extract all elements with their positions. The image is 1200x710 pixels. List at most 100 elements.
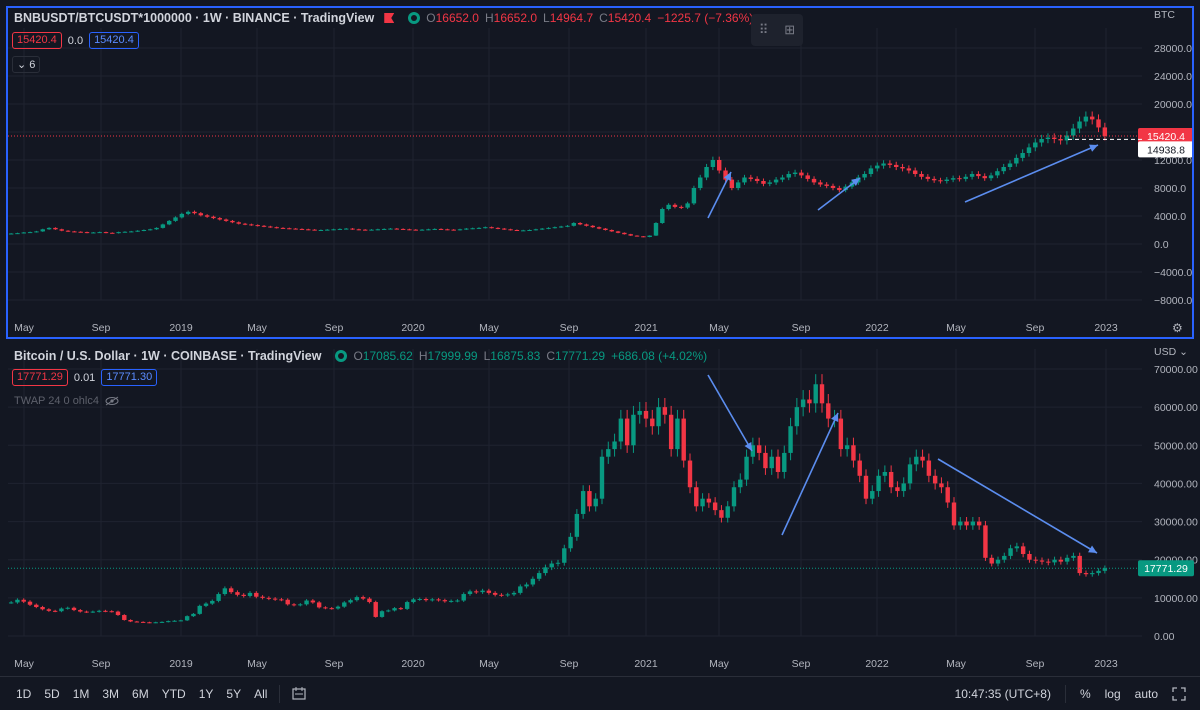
- timeframe-5y[interactable]: 5Y: [226, 686, 242, 701]
- time-axis-label: Sep: [792, 658, 811, 670]
- hidden-eye-icon[interactable]: [105, 396, 119, 406]
- auto-scale-toggle[interactable]: auto: [1134, 686, 1158, 701]
- candle-body: [780, 177, 785, 180]
- top-chart-pane[interactable]: 28000.024000.020000.016000.012000.08000.…: [0, 0, 1200, 340]
- candle-body: [750, 445, 756, 457]
- timeframe-1d[interactable]: 1D: [16, 686, 32, 701]
- candle-body: [679, 206, 684, 208]
- clock-timezone[interactable]: 10:47:35 (UTC+8): [954, 686, 1051, 701]
- candle-body: [78, 231, 83, 233]
- time-axis-label: May: [946, 658, 967, 670]
- bottom-chart-canvas[interactable]: 70000.00 60000.00 50000.00 40000.00 30000.00…: [0, 341, 1200, 675]
- candle-body: [599, 456, 605, 499]
- price-axis-label: 24000.0: [1154, 71, 1192, 83]
- candle-body: [634, 235, 640, 237]
- candle-body: [995, 171, 1000, 176]
- top-buy-price[interactable]: 15420.4: [89, 32, 139, 49]
- market-status-icon[interactable]: [335, 350, 348, 362]
- candle-body: [894, 164, 899, 167]
- candle-body: [1039, 139, 1044, 143]
- top-sell-price[interactable]: 15420.4: [12, 32, 62, 49]
- candle-body: [486, 590, 492, 593]
- market-status-icon[interactable]: [408, 12, 421, 24]
- timeframe-1m[interactable]: 1M: [72, 686, 90, 701]
- candle-body: [799, 172, 804, 176]
- candle-body: [109, 611, 114, 613]
- candle-body: [323, 607, 328, 609]
- candle-body: [587, 491, 592, 507]
- time-axis-label: 2023: [1094, 658, 1118, 670]
- candle-body: [474, 591, 479, 593]
- bottom-sell-price[interactable]: 17771.29: [12, 369, 68, 386]
- bottom-symbol-title[interactable]: Bitcoin / U.S. Dollar · 1W · COINBASE · …: [14, 349, 322, 363]
- candle-body: [988, 175, 994, 179]
- twap-indicator[interactable]: TWAP 24 0 ohlc4: [14, 395, 119, 407]
- candle-body: [242, 223, 248, 225]
- candle-body: [851, 445, 856, 461]
- timeframe-6m[interactable]: 6M: [132, 686, 149, 701]
- candle-body: [729, 179, 735, 188]
- candle-body: [1071, 128, 1076, 136]
- fullscreen-icon[interactable]: [1172, 686, 1186, 701]
- percent-scale-toggle[interactable]: %: [1079, 686, 1091, 701]
- drag-handle-icon[interactable]: ⠿: [758, 22, 769, 37]
- candle-body: [337, 228, 343, 230]
- candle-body: [222, 588, 228, 595]
- price-axis-label: 28000.0: [1154, 43, 1192, 55]
- indicators-count: 6: [29, 59, 36, 71]
- candle-body: [407, 229, 412, 231]
- timeframe-all[interactable]: All: [254, 686, 268, 701]
- candle-body: [539, 228, 545, 230]
- top-h-label: H: [484, 11, 494, 25]
- log-scale-toggle[interactable]: log: [1104, 686, 1121, 701]
- candle-body: [725, 506, 730, 518]
- timeframe-ytd[interactable]: YTD: [161, 686, 186, 701]
- candle-body: [335, 606, 341, 609]
- candle-body: [763, 452, 768, 469]
- price-axis-label: 40000.00: [1154, 478, 1198, 490]
- candle-body: [754, 178, 760, 181]
- candle-body: [580, 491, 586, 514]
- timeframe-1y[interactable]: 1Y: [198, 686, 214, 701]
- candle-body: [436, 599, 441, 601]
- candle-body: [159, 621, 165, 623]
- top-low: 14964.7: [549, 11, 594, 25]
- candle-body: [413, 229, 418, 231]
- candle-body: [1077, 555, 1082, 574]
- candle-body: [970, 521, 976, 526]
- candle-body: [1008, 548, 1013, 556]
- candle-body: [15, 599, 20, 603]
- flag-icon[interactable]: [384, 13, 395, 23]
- top-chart-canvas[interactable]: 28000.024000.020000.016000.012000.08000.…: [0, 0, 1200, 340]
- price-axis-label: 0.00: [1154, 631, 1175, 643]
- last-price-value: 15420.4: [1147, 131, 1185, 143]
- candle-body: [800, 399, 806, 408]
- time-axis-label: 2021: [634, 322, 658, 334]
- candle-body: [1096, 570, 1101, 574]
- candle-body: [863, 475, 869, 499]
- add-layout-icon[interactable]: ⊞: [784, 22, 796, 37]
- time-axis-label: May: [14, 322, 35, 334]
- timeframe-3m[interactable]: 3M: [102, 686, 120, 701]
- candle-body: [216, 594, 221, 601]
- candle-body: [65, 230, 71, 232]
- candle-body: [958, 521, 963, 526]
- candle-body: [549, 563, 554, 568]
- candle-body: [719, 510, 724, 518]
- date-range-icon[interactable]: [292, 686, 308, 701]
- candle-body: [192, 211, 197, 214]
- top-symbol-title[interactable]: BNBUSDT/BTCUSDT*1000000 · 1W · BINANCE ·…: [14, 11, 375, 25]
- candle-body: [976, 521, 982, 526]
- candle-body: [738, 479, 743, 488]
- time-axis-label: May: [709, 658, 730, 670]
- timeframe-5d[interactable]: 5D: [44, 686, 60, 701]
- last-price-tag: [1138, 128, 1194, 145]
- candle-body: [147, 622, 152, 624]
- candle-body: [1052, 137, 1057, 139]
- bottom-chart-pane[interactable]: 70000.00 60000.00 50000.00 40000.00 30000.00…: [0, 341, 1200, 675]
- candle-body: [794, 407, 800, 427]
- indicators-collapse-button[interactable]: ⌄ 6: [12, 56, 41, 73]
- toolbar-divider: [1064, 684, 1066, 703]
- bottom-buy-price[interactable]: 17771.30: [101, 369, 158, 386]
- toolbar-right: 10:47:35 (UTC+8) % log auto: [954, 684, 1186, 703]
